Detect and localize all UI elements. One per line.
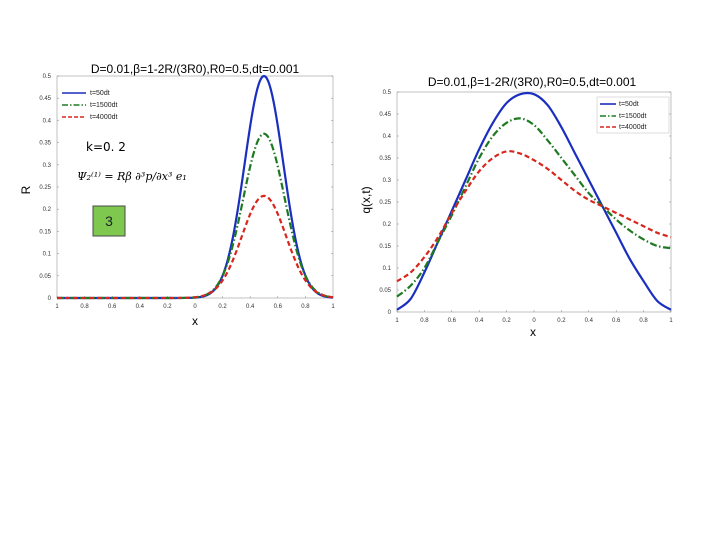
chart-right-ylabel: q(x,t) [359, 186, 373, 213]
k-label: k=0. 2 [86, 140, 126, 154]
chart-right-ytick-label: 0.15 [379, 244, 391, 250]
chart-left: D=0.01,β=1-2R/(3R0),R0=0.5,dt=0.001 1 0.8… [19, 62, 335, 328]
badge-label: 3 [105, 213, 113, 229]
chart-right-xlabel: x [530, 325, 536, 339]
chart-left-legend: t=50dt t=1500dt t=4000dt [62, 90, 117, 121]
chart-left-series-t-50dt [57, 74, 334, 300]
chart-left-ytick-label: 0.5 [43, 74, 52, 80]
chart-right-xtick-label: 0.4 [475, 318, 484, 324]
chart-left-xtick-label: 0.8 [301, 304, 310, 310]
chart-right-xtick-label: 1 [395, 318, 399, 324]
chart-left-xtick-label: 0.8 [80, 304, 89, 310]
chart-left-xtick-label: 1 [55, 304, 59, 310]
chart-right-ytick-label: 0.1 [383, 266, 392, 272]
chart-left-ytick-label: 0.3 [43, 163, 52, 169]
chart-right-series-t-4000dt [396, 150, 672, 283]
legend-right-label-1: t=50dt [619, 101, 639, 108]
chart-right-xtick-label: 0.6 [448, 318, 457, 324]
chart-left-xtick-label: 0 [193, 304, 197, 310]
chart-right-xtick-label: 0.4 [585, 318, 594, 324]
chart-right-ytick-label: 0.45 [379, 112, 391, 118]
chart-right-ytick-label: 0.05 [379, 288, 391, 294]
chart-left-title: D=0.01,β=1-2R/(3R0),R0=0.5,dt=0.001 [91, 62, 300, 76]
chart-right: D=0.01,β=1-2R/(3R0),R0=0.5,dt=0.001 1 0.8… [359, 75, 673, 339]
chart-right-title: D=0.01,β=1-2R/(3R0),R0=0.5,dt=0.001 [428, 75, 637, 89]
chart-right-ytick-label: 0 [388, 310, 392, 316]
legend-left-label-2: t=1500dt [90, 102, 117, 109]
chart-right-ytick-label: 0.35 [379, 156, 391, 162]
chart-left-xtick-label: 0.2 [163, 304, 172, 310]
legend-left-label-3: t=4000dt [90, 114, 117, 121]
chart-left-xtick-label: 0.4 [246, 304, 255, 310]
chart-left-xtick-label: 0.6 [108, 304, 117, 310]
chart-left-xtick-label: 0.6 [274, 304, 283, 310]
chart-left-ytick-label: 0.45 [39, 96, 51, 102]
chart-left-ytick-label: 0.2 [43, 207, 52, 213]
chart-left-ylabel: R [19, 185, 33, 194]
chart-right-ytick-label: 0.5 [383, 90, 392, 96]
legend-right-label-2: t=1500dt [619, 113, 646, 120]
badge: 3 [92, 205, 126, 237]
chart-left-xtick-label: 0.4 [136, 304, 145, 310]
chart-right-ytick-label: 0.2 [383, 222, 392, 228]
chart-right-ytick-label: 0.3 [383, 178, 392, 184]
chart-right-legend: t=50dt t=1500dt t=4000dt [596, 96, 670, 134]
chart-right-xtick-label: 0.6 [612, 318, 621, 324]
chart-left-xlabel: x [192, 314, 198, 328]
chart-right-xtick-label: 0.2 [502, 318, 511, 324]
chart-left-ytick-label: 0.4 [43, 118, 52, 124]
chart-left-xtick-label: 1 [331, 304, 335, 310]
chart-left-ytick-label: 0 [48, 296, 52, 302]
chart-left-ytick-label: 0.15 [39, 229, 51, 235]
chart-right-ytick-label: 0.25 [379, 200, 391, 206]
badge-box [92, 205, 126, 237]
chart-left-ytick-label: 0.1 [43, 252, 52, 258]
chart-left-ytick-label: 0.05 [39, 274, 51, 280]
chart-left-plot-area [56, 75, 334, 299]
chart-left-series-t-4000dt [57, 194, 334, 300]
chart-right-xtick-label: 0 [532, 318, 536, 324]
chart-right-ytick-label: 0.4 [383, 134, 392, 140]
chart-left-ytick-label: 0.35 [39, 141, 51, 147]
chart-right-series-t-1500dt [396, 117, 672, 298]
legend-left-label-1: t=50dt [90, 90, 110, 97]
chart-right-xtick-label: 0.8 [420, 318, 429, 324]
chart-left-xtick-label: 0.2 [218, 304, 227, 310]
chart-right-xtick-label: 1 [669, 318, 673, 324]
formula: Ψ₂⁽¹⁾ = Rβ ∂³p/∂x³ e₁ [77, 170, 187, 183]
chart-left-ytick-label: 0.25 [39, 185, 51, 191]
chart-right-xtick-label: 0.8 [639, 318, 648, 324]
legend-right-label-3: t=4000dt [619, 124, 646, 131]
chart-right-xtick-label: 0.2 [557, 318, 566, 324]
